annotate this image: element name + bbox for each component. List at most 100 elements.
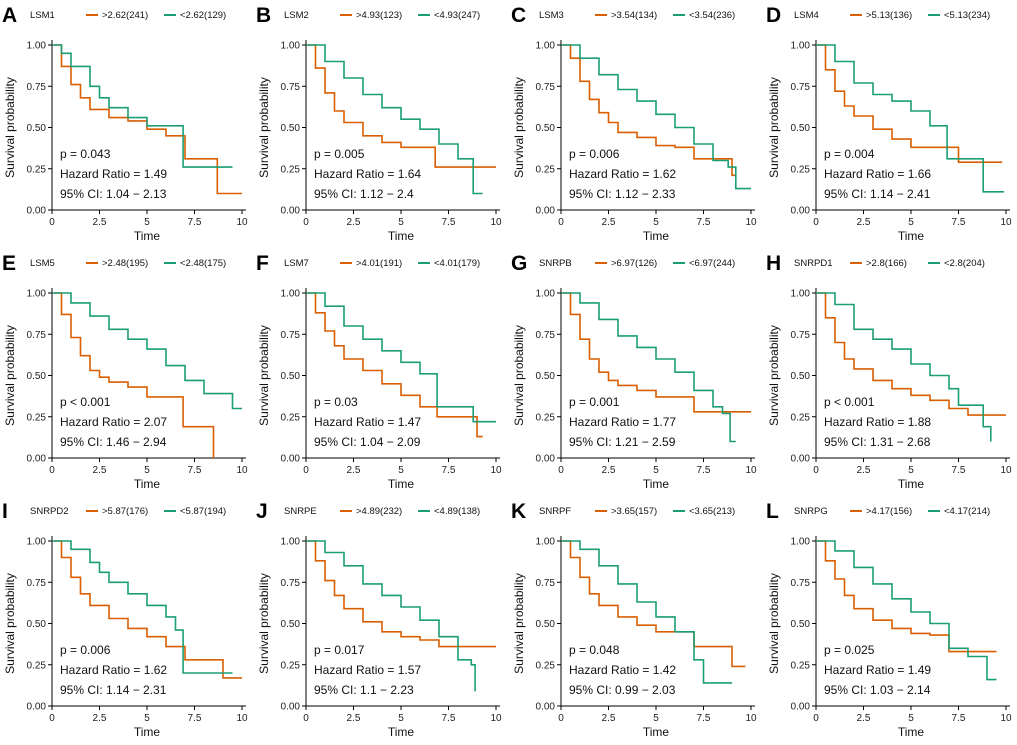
survival-curve-low [816, 44, 1005, 193]
x-tick-label: 5 [144, 217, 150, 228]
x-axis-title: Time [134, 725, 161, 739]
y-axis-title: Survival probability [257, 325, 271, 426]
legend-title: SNRPB [539, 258, 572, 269]
x-tick-label: 2.5 [602, 217, 616, 228]
hazard-ratio: Hazard Ratio = 2.07 [60, 415, 167, 429]
legend-label-low: <5.87(194) [180, 506, 226, 517]
x-tick-label: 10 [490, 465, 502, 476]
y-tick-label: 0.50 [791, 371, 811, 382]
x-axis-title: Time [388, 229, 415, 243]
y-tick-label: 0.50 [281, 371, 301, 382]
y-tick-label: 1.00 [536, 41, 556, 52]
x-tick-label: 2.5 [602, 465, 616, 476]
panel-letter: K [511, 500, 526, 523]
legend-label-low: <5.13(234) [944, 10, 990, 21]
p-value: p = 0.03 [314, 395, 358, 409]
p-value: p = 0.048 [569, 643, 620, 657]
y-tick-label: 0.25 [791, 660, 811, 671]
legend-label-high: >4.01(191) [356, 258, 402, 269]
y-tick-label: 1.00 [536, 537, 556, 548]
y-tick-label: 0.50 [791, 123, 811, 134]
legend-label-low: <4.89(138) [434, 506, 480, 517]
x-tick-label: 7.5 [188, 217, 202, 228]
legend-label-high: >4.93(123) [356, 10, 402, 21]
y-tick-label: 0.25 [27, 660, 47, 671]
hazard-ratio: Hazard Ratio = 1.62 [569, 167, 676, 181]
x-tick-label: 2.5 [857, 465, 871, 476]
p-value: p = 0.005 [314, 147, 365, 161]
x-tick-label: 10 [490, 713, 502, 724]
survival-curve-low [561, 292, 736, 443]
y-tick-label: 0.75 [536, 578, 556, 589]
y-tick-label: 1.00 [281, 537, 301, 548]
x-tick-label: 5 [653, 465, 659, 476]
survival-curve-high [561, 540, 746, 668]
hazard-ratio: Hazard Ratio = 1.57 [314, 663, 421, 677]
y-tick-label: 0.75 [27, 578, 47, 589]
y-tick-label: 0.25 [281, 164, 301, 175]
hazard-ratio: Hazard Ratio = 1.49 [824, 663, 931, 677]
panel-b: B LSM2 >4.93(123) <4.93(247) 0.00 0.25 0.50 0.7… [256, 4, 502, 243]
hazard-ratio: Hazard Ratio = 1.62 [60, 663, 167, 677]
y-tick-label: 0.75 [536, 330, 556, 341]
panel-letter: A [2, 4, 17, 27]
survival-curve-low [816, 292, 992, 442]
y-tick-label: 0.00 [791, 454, 811, 465]
survival-curve-low [52, 44, 233, 168]
survival-curve-high [306, 292, 483, 438]
confidence-interval: 95% CI: 1.1 − 2.23 [314, 683, 414, 697]
hazard-ratio: Hazard Ratio = 1.42 [569, 663, 676, 677]
x-tick-label: 2.5 [93, 465, 107, 476]
x-tick-label: 0 [558, 465, 564, 476]
legend-title: LSM3 [539, 10, 564, 21]
legend-label-high: >3.54(134) [611, 10, 657, 21]
p-value: p = 0.043 [60, 147, 111, 161]
legend-label-high: >6.97(126) [611, 258, 657, 269]
x-axis-title: Time [898, 725, 925, 739]
x-tick-label: 0 [49, 713, 55, 724]
survival-curve-low [306, 44, 483, 195]
legend-label-low: <2.8(204) [944, 258, 985, 269]
legend-label-high: >2.48(195) [102, 258, 148, 269]
y-tick-label: 0.75 [791, 330, 811, 341]
y-axis-title: Survival probability [767, 77, 781, 178]
panel-e: E LSM5 >2.48(195) <2.48(175) 0.00 0.25 0.50 0.7… [2, 252, 248, 491]
x-tick-label: 2.5 [347, 713, 361, 724]
survival-curve-low [52, 292, 242, 410]
x-tick-label: 10 [1000, 713, 1012, 724]
panel-k: K SNRPF >3.65(157) <3.65(213) 0.00 0.25 0.50 0.… [511, 500, 757, 739]
x-tick-label: 2.5 [347, 465, 361, 476]
legend-title: LSM4 [794, 10, 819, 21]
x-tick-label: 7.5 [188, 465, 202, 476]
y-tick-label: 1.00 [791, 537, 811, 548]
legend-label-low: <3.54(236) [689, 10, 735, 21]
panel-letter: E [2, 252, 16, 275]
p-value: p = 0.006 [569, 147, 620, 161]
panel-letter: L [766, 500, 779, 523]
y-tick-label: 1.00 [791, 289, 811, 300]
x-tick-label: 0 [303, 713, 309, 724]
y-axis-title: Survival probability [3, 77, 17, 178]
legend-label-low: <6.97(244) [689, 258, 735, 269]
panel-d: D LSM4 >5.13(136) <5.13(234) 0.00 0.25 0.50 0.7… [766, 4, 1012, 243]
x-tick-label: 5 [398, 465, 404, 476]
legend-label-high: >2.8(166) [866, 258, 907, 269]
confidence-interval: 95% CI: 1.12 − 2.4 [314, 187, 414, 201]
panel-letter: F [256, 252, 269, 275]
panel-j: J SNRPE >4.89(232) <4.89(138) 0.00 0.25 0.50 0.… [256, 500, 502, 739]
confidence-interval: 95% CI: 1.46 − 2.94 [60, 435, 167, 449]
y-tick-label: 0.25 [281, 660, 301, 671]
legend-label-high: >4.89(232) [356, 506, 402, 517]
x-tick-label: 5 [908, 217, 914, 228]
panel-a: A LSM1 >2.62(241) <2.62(129) 0.00 0.25 0.50 0.7… [2, 4, 248, 243]
x-tick-label: 5 [144, 713, 150, 724]
y-tick-label: 0.50 [536, 123, 556, 134]
x-axis-title: Time [134, 229, 161, 243]
y-tick-label: 0.50 [27, 123, 47, 134]
x-tick-label: 0 [813, 465, 819, 476]
legend-label-high: >4.17(156) [866, 506, 912, 517]
x-tick-label: 7.5 [188, 713, 202, 724]
p-value: p = 0.025 [824, 643, 875, 657]
x-tick-label: 2.5 [93, 713, 107, 724]
